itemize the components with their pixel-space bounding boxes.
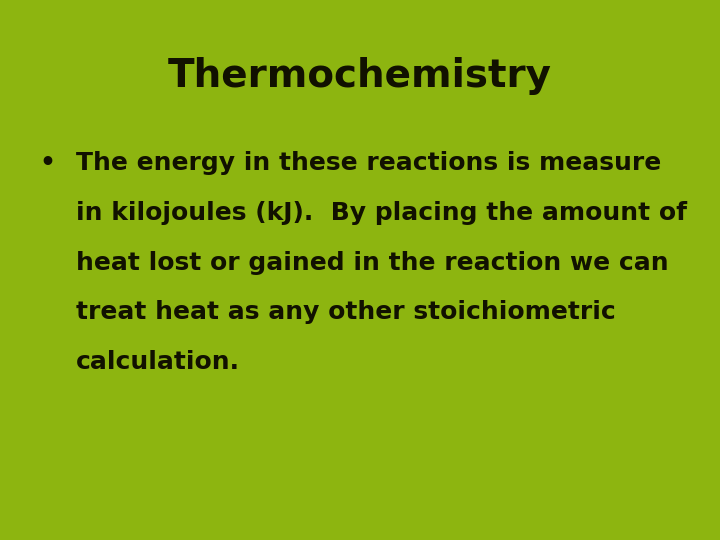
Text: •: •: [40, 151, 55, 175]
Text: in kilojoules (kJ).  By placing the amount of: in kilojoules (kJ). By placing the amoun…: [76, 201, 687, 225]
Text: Thermochemistry: Thermochemistry: [168, 57, 552, 94]
Text: treat heat as any other stoichiometric: treat heat as any other stoichiometric: [76, 300, 616, 324]
Text: calculation.: calculation.: [76, 350, 240, 374]
Text: heat lost or gained in the reaction we can: heat lost or gained in the reaction we c…: [76, 251, 668, 274]
Text: The energy in these reactions is measure: The energy in these reactions is measure: [76, 151, 661, 175]
